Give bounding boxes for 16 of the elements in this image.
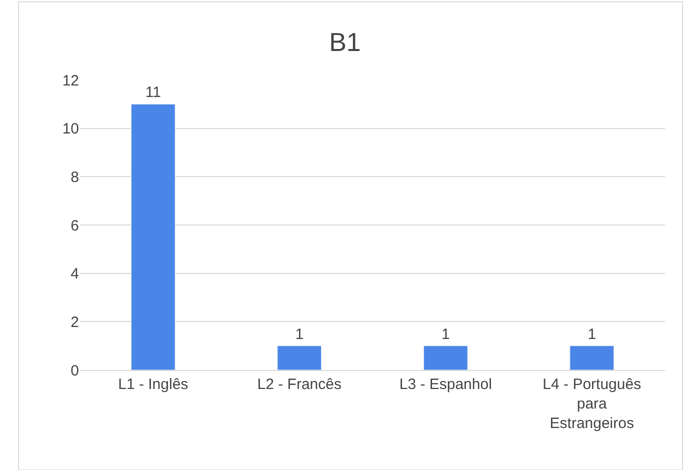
y-tick-label: 4	[70, 266, 79, 283]
chart-title: B1	[329, 27, 361, 58]
y-tick-label: 10	[62, 120, 79, 138]
data-label: 1	[295, 326, 304, 343]
data-label: 1	[441, 326, 450, 343]
x-tick-label: L3 - Espanhol	[399, 376, 492, 393]
data-label: 1	[588, 326, 596, 343]
y-tick-label: 12	[62, 72, 79, 90]
x-tick-label: L4 - Português para Estrangeiros	[542, 376, 642, 432]
data-label: 11	[145, 84, 161, 102]
y-tick-label: 0	[70, 362, 79, 380]
x-tick-label: L1 - Inglês	[118, 376, 188, 393]
y-tick-label: 2	[70, 314, 79, 331]
x-tick-label: L2 - Francês	[257, 376, 342, 393]
y-tick-label: 6	[70, 217, 79, 234]
y-tick-label: 8	[70, 168, 79, 186]
